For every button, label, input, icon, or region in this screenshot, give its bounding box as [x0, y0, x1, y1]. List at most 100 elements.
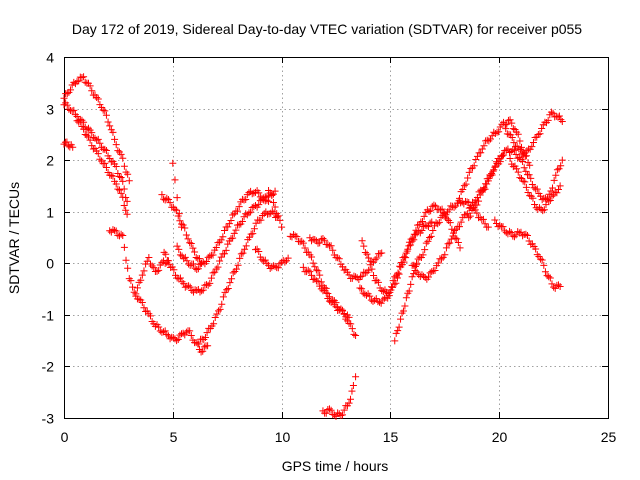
data-series: [465, 145, 564, 222]
data-point: [401, 302, 409, 310]
axis-ticks: 0 5 10 15 20 25 -3 -2 -1 0 1 2 3 4: [42, 50, 617, 446]
data-point: [524, 188, 532, 196]
data-point: [551, 284, 559, 292]
data-point: [425, 207, 433, 215]
data-point: [479, 215, 487, 223]
data-point: [522, 230, 530, 238]
data-point: [509, 232, 517, 240]
data-point: [226, 279, 234, 287]
data-point: [533, 251, 541, 259]
data-point: [445, 206, 453, 214]
data-point: [298, 237, 306, 245]
data-point: [439, 211, 447, 219]
data-point: [176, 251, 184, 259]
data-point: [235, 221, 243, 229]
data-point: [153, 267, 161, 275]
data-point: [96, 101, 104, 109]
data-point: [483, 180, 491, 188]
data-point: [84, 133, 92, 141]
data-point: [362, 291, 370, 299]
data-point: [229, 211, 237, 219]
data-series: [158, 191, 205, 267]
data-point: [164, 196, 172, 204]
data-point: [365, 254, 373, 262]
data-point: [158, 328, 166, 336]
data-points: [60, 73, 566, 420]
data-point: [187, 332, 195, 340]
data-point: [199, 347, 207, 355]
data-point: [335, 255, 343, 263]
data-point: [301, 244, 309, 252]
data-point: [427, 232, 435, 240]
data-point: [258, 195, 266, 203]
grid: [64, 57, 608, 418]
data-point: [410, 236, 418, 244]
data-point: [257, 216, 265, 224]
data-point: [102, 163, 110, 171]
data-point: [480, 142, 488, 150]
data-point: [394, 327, 402, 335]
data-point: [464, 174, 472, 182]
data-series: [319, 373, 360, 420]
data-point: [427, 207, 435, 215]
data-point: [158, 191, 166, 199]
data-point: [410, 270, 418, 278]
data-point: [119, 193, 127, 201]
data-point: [75, 77, 83, 85]
data-point: [428, 268, 436, 276]
data-point: [415, 227, 423, 235]
data-point: [171, 335, 179, 343]
data-point: [114, 185, 122, 193]
data-point: [454, 238, 462, 246]
data-point: [88, 129, 96, 137]
data-point: [317, 235, 325, 243]
data-series: [491, 216, 564, 292]
data-point: [210, 320, 218, 328]
data-point: [553, 166, 561, 174]
data-point: [304, 266, 312, 274]
data-point: [174, 335, 182, 343]
data-point: [241, 245, 249, 253]
data-point: [114, 147, 122, 155]
data-point: [204, 281, 212, 289]
data-point: [209, 251, 217, 259]
data-point: [350, 272, 358, 280]
data-point: [163, 256, 171, 264]
data-point: [269, 190, 277, 198]
data-point: [528, 143, 536, 151]
data-point: [65, 105, 73, 113]
data-point: [314, 267, 322, 275]
data-point: [278, 223, 286, 231]
data-point: [554, 281, 562, 289]
data-point: [423, 206, 431, 214]
data-point: [472, 156, 480, 164]
data-point: [216, 305, 224, 313]
data-point: [171, 205, 179, 213]
data-point: [125, 177, 133, 185]
data-point: [395, 270, 403, 278]
data-point: [332, 303, 340, 311]
data-point: [212, 244, 220, 252]
x-tick-label: 15: [383, 429, 399, 445]
data-point: [99, 106, 107, 114]
data-point: [426, 234, 434, 242]
data-point: [132, 290, 140, 298]
data-point: [534, 131, 542, 139]
data-point: [242, 195, 250, 203]
data-point: [459, 186, 467, 194]
data-point: [130, 288, 138, 296]
data-point: [501, 121, 509, 129]
y-tick-label: -1: [42, 308, 55, 324]
data-point: [214, 263, 222, 271]
data-point: [391, 337, 399, 345]
data-series: [506, 154, 566, 215]
data-point: [119, 154, 127, 162]
data-point: [352, 373, 360, 381]
data-point: [217, 236, 225, 244]
data-point: [410, 261, 418, 269]
data-point: [374, 278, 382, 286]
data-point: [187, 240, 195, 248]
data-point: [88, 87, 96, 95]
data-point: [545, 190, 553, 198]
data-point: [271, 187, 279, 195]
